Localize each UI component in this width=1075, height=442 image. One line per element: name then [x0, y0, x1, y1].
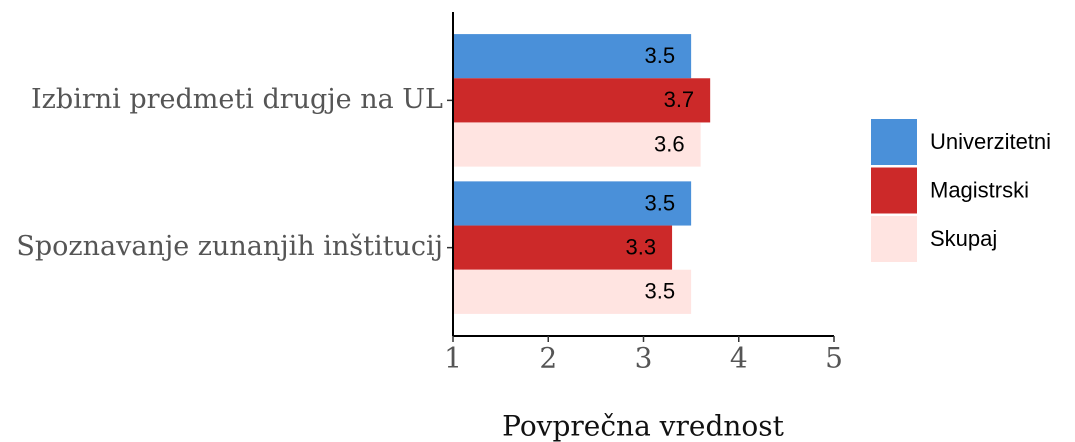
data-label: 3.5	[645, 190, 676, 215]
x-axis-title: Povprečna vrednost	[502, 410, 785, 442]
x-tick-label: 3	[635, 342, 653, 375]
data-label: 3.3	[625, 234, 656, 259]
bar	[453, 122, 701, 167]
data-label: 3.6	[654, 131, 685, 156]
legend-key	[871, 167, 917, 214]
bar	[453, 269, 692, 314]
legend-label: Univerzitetni	[930, 129, 1051, 154]
data-label: 3.5	[645, 43, 676, 68]
bar	[453, 225, 673, 270]
y-tick-label: Spoznavanje zunanjih inštitucij	[16, 231, 443, 262]
bar	[453, 181, 692, 226]
x-tick-label: 2	[539, 342, 557, 375]
legend-key	[871, 119, 917, 165]
data-label: 3.5	[645, 279, 676, 304]
bar	[453, 34, 692, 79]
bar	[453, 78, 711, 123]
y-tick-label: Izbirni predmeti drugje na UL	[31, 84, 443, 115]
x-tick-label: 4	[730, 342, 748, 375]
legend-key	[871, 216, 917, 262]
data-label: 3.7	[664, 87, 695, 112]
legend-label: Skupaj	[930, 226, 997, 251]
legend-label: Magistrski	[930, 177, 1029, 202]
x-tick-label: 1	[444, 342, 462, 375]
x-tick-label: 5	[825, 342, 843, 375]
